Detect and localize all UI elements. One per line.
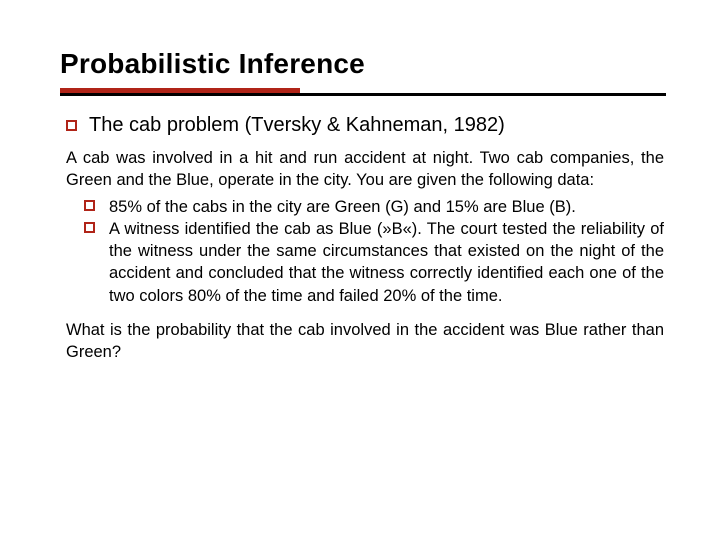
square-bullet-icon <box>84 222 95 233</box>
list-item-text: 85% of the cabs in the city are Green (G… <box>109 196 664 218</box>
subheading-text: The cab problem (Tversky & Kahneman, 198… <box>89 114 505 137</box>
title-rule <box>60 88 666 96</box>
subheading-line: The cab problem (Tversky & Kahneman, 198… <box>60 114 666 137</box>
rule-base <box>60 93 666 96</box>
square-bullet-icon <box>66 120 77 131</box>
question-paragraph: What is the probability that the cab inv… <box>66 319 664 364</box>
square-bullet-icon <box>84 200 95 211</box>
list-item: A witness identified the cab as Blue (»B… <box>66 218 664 307</box>
slide-title: Probabilistic Inference <box>60 48 666 80</box>
list-item: 85% of the cabs in the city are Green (G… <box>66 196 664 218</box>
list-item-text: A witness identified the cab as Blue (»B… <box>109 218 664 307</box>
intro-paragraph: A cab was involved in a hit and run acci… <box>66 147 664 192</box>
